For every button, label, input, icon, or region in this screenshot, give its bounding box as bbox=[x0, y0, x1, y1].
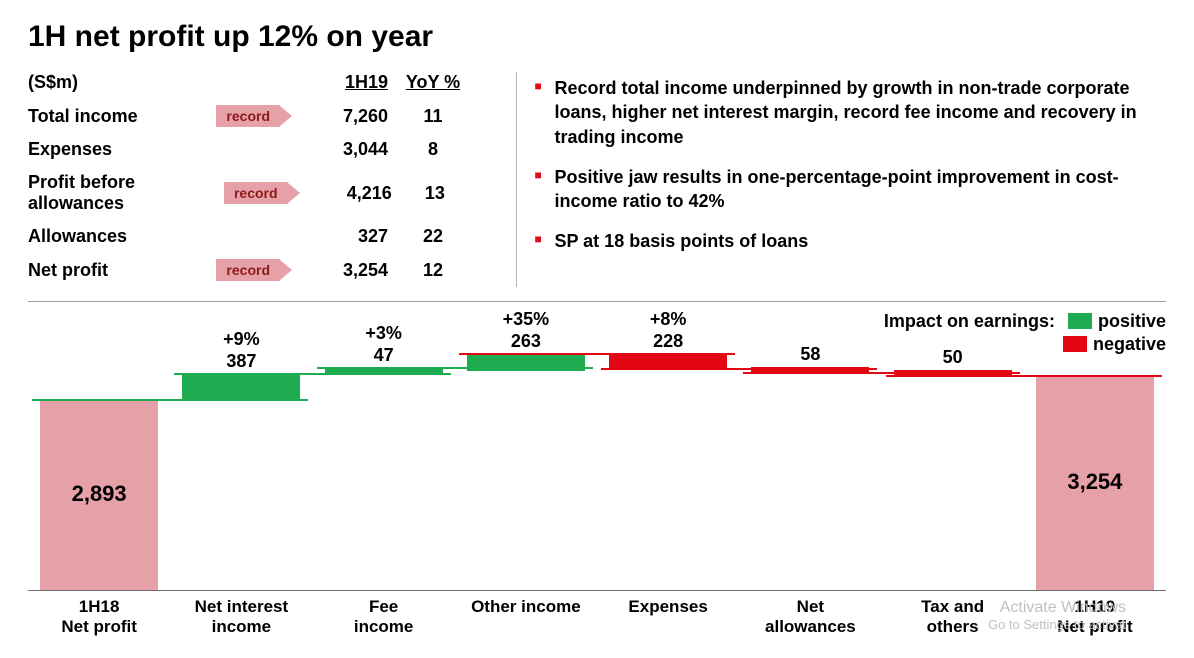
table-row: Total income record 7,26011 bbox=[28, 99, 478, 133]
connector-line bbox=[743, 372, 1019, 374]
legend-swatch-positive bbox=[1068, 313, 1092, 329]
row-value: 4,216 bbox=[306, 183, 392, 204]
record-badge: record bbox=[216, 105, 292, 127]
summary-panel: (S$m) 1H19 YoY % Total income record 7,260… bbox=[28, 72, 1166, 287]
table-row: Expenses 3,0448 bbox=[28, 133, 478, 166]
connector-line bbox=[886, 375, 1162, 377]
connector-line bbox=[601, 368, 877, 370]
row-yoy: 8 bbox=[388, 139, 478, 160]
row-label: Total income bbox=[28, 106, 138, 127]
bar-value-label: 2,893 bbox=[40, 481, 158, 507]
connector-line bbox=[317, 367, 593, 369]
x-axis-label: 1H19Net profit bbox=[1024, 597, 1166, 638]
bar-value-label: 387 bbox=[182, 351, 300, 372]
bar-pct-label: +35% bbox=[467, 309, 585, 330]
x-axis-label: 1H18Net profit bbox=[28, 597, 170, 638]
bar-pct-label: +8% bbox=[609, 309, 727, 330]
commentary-item: SP at 18 basis points of loans bbox=[534, 229, 1166, 253]
col-header-yoy: YoY % bbox=[388, 72, 478, 93]
x-axis-label: Netallowances bbox=[739, 597, 881, 638]
connector-line bbox=[459, 353, 735, 355]
row-yoy: 11 bbox=[388, 106, 478, 127]
row-value: 327 bbox=[298, 226, 388, 247]
bar-value-label: 47 bbox=[325, 345, 443, 366]
legend-title: Impact on earnings: bbox=[884, 311, 1055, 331]
x-axis-label: Feeincome bbox=[313, 597, 455, 638]
record-badge: record bbox=[224, 182, 300, 204]
row-yoy: 22 bbox=[388, 226, 478, 247]
row-yoy: 13 bbox=[392, 183, 478, 204]
row-value: 3,254 bbox=[298, 260, 388, 281]
waterfall-bar bbox=[609, 354, 727, 369]
row-label: Expenses bbox=[28, 139, 112, 160]
bar-value-label: 58 bbox=[751, 344, 869, 365]
commentary-list: Record total income underpinned by growt… bbox=[534, 76, 1166, 254]
row-label: Profit before allowances bbox=[28, 172, 224, 214]
legend-positive-label: positive bbox=[1098, 311, 1166, 331]
commentary-item: Positive jaw results in one-percentage-p… bbox=[534, 165, 1166, 214]
record-badge: record bbox=[216, 259, 292, 281]
bar-value-label: 263 bbox=[467, 331, 585, 352]
row-value: 3,044 bbox=[298, 139, 388, 160]
table-row: Net profit record 3,25412 bbox=[28, 253, 478, 287]
waterfall-bar bbox=[182, 374, 300, 399]
bar-value-label: 3,254 bbox=[1036, 469, 1154, 495]
x-axis-labels: 1H18Net profitNet interestincomeFeeincom… bbox=[28, 597, 1166, 638]
x-axis-label: Other income bbox=[455, 597, 597, 638]
waterfall-bar: 2,893 bbox=[40, 400, 158, 590]
bar-pct-label: +3% bbox=[325, 323, 443, 344]
legend-negative-label: negative bbox=[1093, 334, 1166, 354]
table-row: Profit before allowancesrecord 4,21613 bbox=[28, 166, 478, 220]
connector-line bbox=[32, 399, 308, 401]
waterfall-chart: 2,893387+9%47+3%263+35%228+8%58503,254 bbox=[28, 361, 1166, 591]
unit-label: (S$m) bbox=[28, 72, 298, 93]
row-label: Allowances bbox=[28, 226, 127, 247]
connector-line bbox=[174, 373, 450, 375]
row-label: Net profit bbox=[28, 260, 108, 281]
bar-value-label: 228 bbox=[609, 331, 727, 352]
bar-value-label: 50 bbox=[894, 347, 1012, 368]
table-row: Allowances 32722 bbox=[28, 220, 478, 253]
legend-swatch-negative bbox=[1063, 336, 1087, 352]
row-value: 7,260 bbox=[298, 106, 388, 127]
x-axis-label: Expenses bbox=[597, 597, 739, 638]
x-axis-label: Net interestincome bbox=[170, 597, 312, 638]
page-title: 1H net profit up 12% on year bbox=[28, 20, 1166, 54]
commentary-item: Record total income underpinned by growt… bbox=[534, 76, 1166, 149]
row-yoy: 12 bbox=[388, 260, 478, 281]
col-header-period: 1H19 bbox=[298, 72, 388, 93]
x-axis-label: Tax andothers bbox=[882, 597, 1024, 638]
waterfall-bar: 3,254 bbox=[1036, 376, 1154, 590]
section-divider bbox=[28, 301, 1166, 302]
bar-pct-label: +9% bbox=[182, 329, 300, 350]
financial-table: (S$m) 1H19 YoY % Total income record 7,260… bbox=[28, 72, 498, 287]
